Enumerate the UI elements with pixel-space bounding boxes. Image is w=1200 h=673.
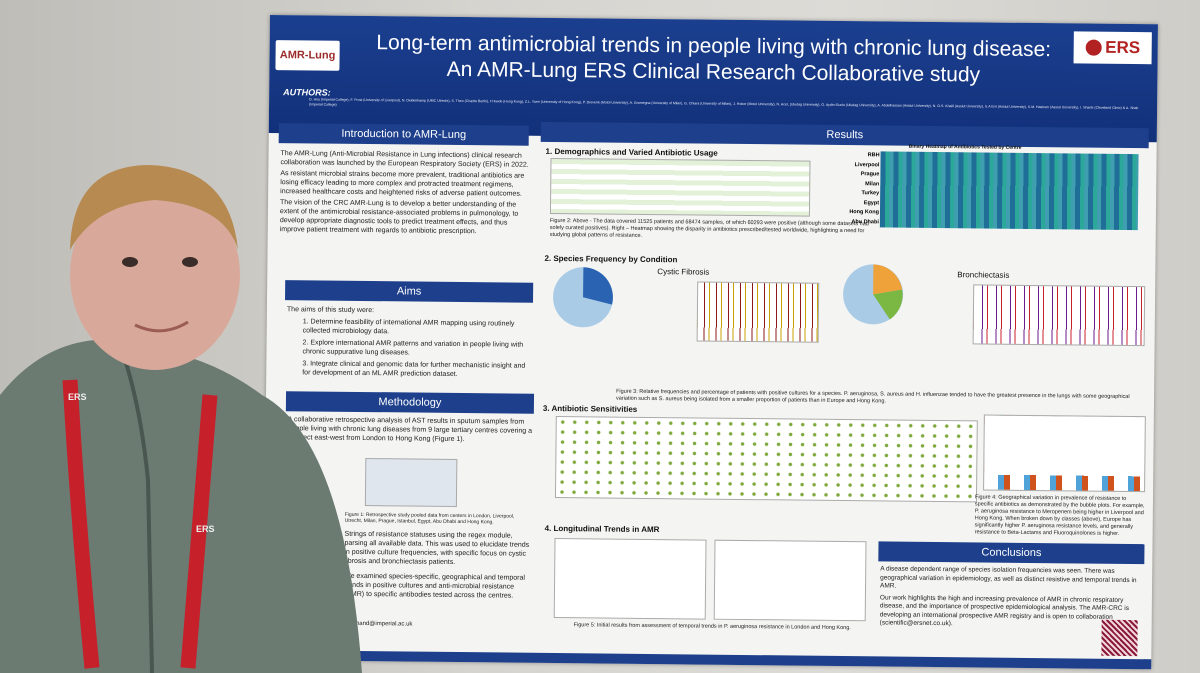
cf-pie-chart (553, 267, 614, 328)
results-s2: 2. Species Frequency by Condition (544, 253, 678, 265)
heatmap-centre-label: Abu Dhabi (851, 218, 879, 225)
resistance-class-chart (983, 414, 1146, 493)
bubble-plots (554, 416, 978, 503)
lanyard-text-upper: ERS (68, 392, 87, 402)
ers-logo: ERS (1073, 31, 1152, 65)
bx-title: Bronchiectasis (957, 270, 1010, 280)
qr-code (1101, 619, 1138, 657)
lanyard-text-lower: ERS (196, 524, 215, 534)
hongkong-trend-chart (713, 539, 867, 622)
lanyard-left (62, 379, 100, 669)
cf-bar-chart (696, 281, 820, 343)
heatmap-centre-labels: RBH Liverpool Prague Milan Turkey Egypt Hong K… (843, 151, 880, 227)
fig5-caption: Figure 5: Initial results from assessmen… (573, 622, 851, 632)
right-eye (182, 257, 198, 267)
heatmap-centre-label: Egypt (863, 199, 880, 206)
results-s4: 4. Longitudinal Trends in AMR (544, 523, 660, 535)
cf-pie-slice-main (583, 267, 613, 305)
authors-list: D. Hiru (Imperial College), F. Frost (Un… (309, 97, 1139, 111)
bx-pie-chart (843, 264, 904, 325)
cf-title: Cystic Fibrosis (657, 267, 710, 277)
bx-bar-chart (972, 284, 1146, 347)
fig3-caption: Figure 3: Relative frequencies and perce… (615, 388, 1130, 405)
presenter-hair (70, 165, 238, 250)
antibiotic-heatmap (879, 151, 1139, 231)
bx-pie-slice-a (873, 264, 903, 295)
presenter-person (0, 165, 362, 673)
heatmap-centre-label: Liverpool (854, 161, 880, 168)
fig4-caption: Figure 4: Geographical variation in prev… (974, 494, 1145, 537)
fig2-caption: Figure 2: Above - The data covered 11525… (549, 217, 869, 239)
lanyard-right (180, 394, 218, 669)
heatmap-title: Binary Heatmap of Antibiotics Tested by … (908, 143, 1022, 151)
demographics-table (549, 157, 811, 217)
presenter-shirt (0, 340, 362, 673)
conclusions-heading: Conclusions (878, 541, 1145, 565)
heatmap-centre-label: Milan (865, 180, 880, 187)
left-eye (122, 257, 138, 267)
ers-logo-icon (1085, 39, 1102, 56)
presenter-face (70, 180, 240, 370)
mouth (134, 320, 189, 333)
results-s3: 3. Antibiotic Sensitivities (542, 403, 638, 414)
results-s1: 1. Demographics and Varied Antibiotic Us… (545, 146, 718, 158)
ers-logo-text: ERS (1105, 37, 1141, 58)
bx-pie-slice-b (873, 289, 903, 320)
heatmap-centre-label: Prague (860, 171, 880, 178)
heatmap-centre-label: Hong Kong (849, 209, 879, 216)
research-poster: AMR-Lung ERS Long-term antimicrobial tre… (263, 15, 1158, 670)
conclusions-p1: A disease dependent range of species iso… (880, 565, 1137, 590)
heatmap-centre-label: Turkey (861, 190, 880, 197)
london-trend-chart (553, 538, 707, 620)
poster-title: Long-term antimicrobial trends in people… (359, 30, 1068, 89)
heatmap-centre-label: RBH (867, 152, 880, 159)
